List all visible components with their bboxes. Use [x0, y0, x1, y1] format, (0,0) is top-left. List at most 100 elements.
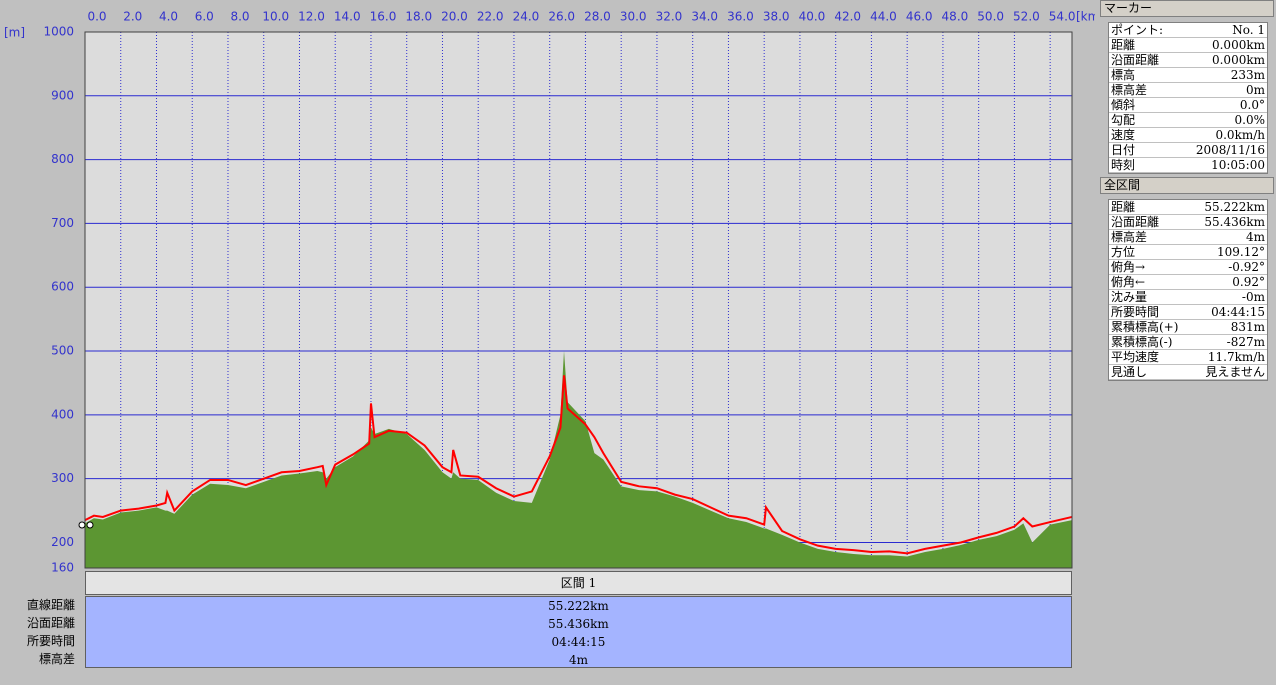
x-tick-label: 44.0 [870, 10, 897, 24]
row-value: 11.7km/h [1207, 350, 1265, 364]
x-tick-label: 24.0 [513, 10, 540, 24]
panel-row: ポイント: No. 1 [1109, 23, 1267, 38]
row-label: 俯角← [1111, 275, 1146, 289]
row-label: 距離 [1111, 38, 1136, 52]
row-label: 直線距離 [26, 598, 75, 612]
panel-row: 標高差 4m [1109, 230, 1267, 245]
row-value: 0.000km [1211, 38, 1265, 52]
x-tick-label: 32.0 [656, 10, 683, 24]
row-value: 0m [1245, 83, 1265, 97]
x-tick-label: 4.0 [159, 10, 178, 24]
row-value: 10:05:00 [1211, 158, 1265, 172]
panel-row: 距離 55.222km [1109, 200, 1267, 215]
panel-row: 方位 109.12° [1109, 245, 1267, 260]
row-value: -827m [1226, 335, 1265, 349]
row-label: 沿面距離 [1111, 215, 1160, 229]
panel-row: 標高差 0m [1109, 83, 1267, 98]
panel-row: 沈み量 -0m [1109, 290, 1267, 305]
row-label: 時刻 [1111, 158, 1136, 172]
row-value: 233m [1230, 68, 1265, 82]
x-tick-label: 16.0 [370, 10, 397, 24]
panel-row: 俯角→ -0.92° [1109, 260, 1267, 275]
y-tick-label: 1000 [43, 25, 74, 39]
row-value: 109.12° [1217, 245, 1265, 259]
row-label: 速度 [1111, 128, 1136, 142]
x-tick-label: 50.0 [977, 10, 1004, 24]
segment-header[interactable]: 区間 1 [85, 571, 1072, 595]
row-label: 累積標高(-) [1111, 335, 1173, 349]
x-tick-label: 12.0 [298, 10, 325, 24]
row-value: 55.222km [1204, 200, 1265, 214]
panel-row: 距離 0.000km [1109, 38, 1267, 53]
panel-row: 勾配 0.0% [1109, 113, 1267, 128]
row-label: 平均速度 [1111, 350, 1160, 364]
total-panel-title: 全区間 [1100, 177, 1274, 194]
row-value: 4m [568, 653, 588, 667]
row-value: 4m [1245, 230, 1265, 244]
x-tick-label: 46.0 [906, 10, 933, 24]
panel-row: 平均速度 11.7km/h [1109, 350, 1267, 365]
panel-row: 累積標高(+) 831m [1109, 320, 1267, 335]
x-tick-label: 48.0 [942, 10, 969, 24]
marker-panel: ポイント: No. 1 距離 0.000km 沿面距離 0.000km 標高 233m 標高差 0… [1108, 22, 1268, 174]
panel-row: 標高 233m [1109, 68, 1267, 83]
x-tick-label: 2.0 [123, 10, 142, 24]
x-tick-label: 52.0 [1013, 10, 1040, 24]
panel-row: 日付 2008/11/16 [1109, 143, 1267, 158]
x-tick-label: 14.0 [334, 10, 361, 24]
row-label: 所要時間 [1111, 305, 1160, 319]
x-tick-label: 8.0 [230, 10, 249, 24]
row-value: 見えません [1205, 365, 1265, 379]
y-tick-label: 400 [51, 407, 74, 421]
row-value: 04:44:15 [551, 635, 606, 649]
y-tick-label: 160 [51, 561, 74, 573]
elevation-line [84, 375, 1073, 555]
row-value: 831m [1230, 320, 1265, 334]
row-value: No. 1 [1232, 23, 1265, 37]
total-panel: 距離 55.222km 沿面距離 55.436km 標高差 4m 方位 109.12° 俯角→ -… [1108, 199, 1268, 381]
x-tick-label: 26.0 [548, 10, 575, 24]
panel-row: 沿面距離 0.000km [1109, 53, 1267, 68]
row-label: 累積標高(+) [1111, 320, 1179, 334]
row-value: 04:44:15 [1211, 305, 1265, 319]
panel-row: 速度 0.0km/h [1109, 128, 1267, 143]
row-value: -0m [1241, 290, 1265, 304]
panel-row: 傾斜 0.0° [1109, 98, 1267, 113]
row-label: 沿面距離 [26, 616, 75, 630]
row-label: 日付 [1111, 143, 1136, 157]
row-label: 俯角→ [1111, 260, 1146, 274]
x-tick-label: 20.0 [441, 10, 468, 24]
y-tick-label: 500 [51, 344, 74, 358]
row-label: 勾配 [1111, 113, 1136, 127]
row-value: 0.0% [1234, 113, 1266, 127]
row-value: 0.000km [1211, 53, 1265, 67]
x-tick-label: 42.0 [834, 10, 861, 24]
panel-row: 沿面距離 55.436km [1109, 215, 1267, 230]
plot-border [84, 31, 1073, 569]
y-tick-label: 800 [51, 152, 74, 166]
x-tick-label: 0.0 [87, 10, 106, 24]
panel-row: 累積標高(-) -827m [1109, 335, 1267, 350]
row-label: 標高差 [1111, 83, 1148, 97]
y-axis-label: [m] [4, 26, 25, 40]
panel-row: 見通し 見えません [1109, 365, 1267, 380]
x-tick-label: 22.0 [477, 10, 504, 24]
y-tick-label: 200 [51, 535, 74, 549]
y-tick-label: 300 [51, 471, 74, 485]
row-value: 0.92° [1232, 275, 1265, 289]
x-tick-label: 10.0 [262, 10, 289, 24]
row-label: 方位 [1111, 245, 1136, 259]
x-tick-label: 6.0 [195, 10, 214, 24]
row-value: 0.0km/h [1215, 128, 1265, 142]
row-label: 標高 [1111, 68, 1136, 82]
row-value: 0.0° [1239, 98, 1265, 112]
elevation-chart: [m] [km] 160 200 300 400 500 600 700 800 900 1000… [4, 10, 1095, 573]
row-value: 55.222km [548, 599, 609, 613]
x-tick-label: 38.0 [763, 10, 790, 24]
panel-row: 時刻 10:05:00 [1109, 158, 1267, 173]
panel-row: 所要時間 04:44:15 [1109, 305, 1267, 320]
row-value: -0.92° [1228, 260, 1265, 274]
y-tick-label: 700 [51, 216, 74, 230]
row-label: 見通し [1111, 365, 1148, 379]
